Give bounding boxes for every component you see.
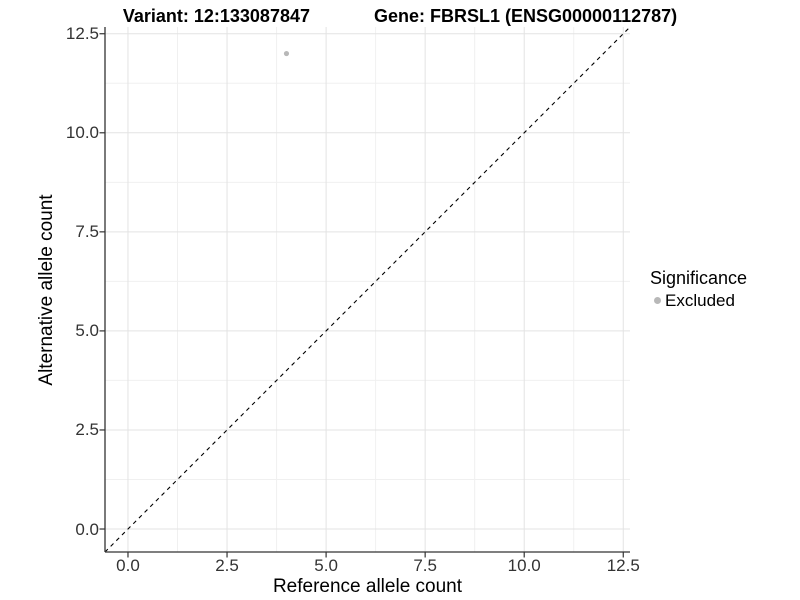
x-tick-label: 5.0 (314, 556, 338, 575)
y-tick-label: 2.5 (75, 420, 99, 440)
legend: Significance Excluded (650, 268, 747, 310)
y-axis-title: Alternative allele count (36, 194, 57, 386)
identity-line (104, 26, 631, 553)
x-tick-label: 0.0 (116, 556, 140, 575)
legend-point-icon (650, 294, 664, 308)
title-gene: Gene: FBRSL1 (ENSG00000112787) (373, 6, 678, 26)
legend-entry-label: Excluded (665, 291, 735, 310)
legend-title: Significance (650, 268, 748, 288)
x-tick-label: 12.5 (606, 556, 640, 575)
data-point (283, 50, 290, 57)
y-tick-label: 5.0 (75, 321, 99, 341)
x-tick-label: 2.5 (215, 556, 239, 575)
x-tick-label: 10.0 (507, 556, 541, 575)
y-tick-label: 7.5 (75, 222, 99, 242)
y-tick-label: 12.5 (65, 24, 99, 44)
title-variant: Variant: 12:133087847 (122, 6, 310, 26)
y-tick-label: 0.0 (75, 519, 99, 539)
y-tick-label: 10.0 (65, 123, 99, 143)
x-tick-label: 7.5 (413, 556, 437, 575)
legend-entry: Excluded (650, 291, 747, 310)
plot-title: Variant: 12:133087847 Gene: FBRSL1 (ENSG… (0, 5, 800, 27)
x-axis-title: Reference allele count (272, 576, 463, 597)
